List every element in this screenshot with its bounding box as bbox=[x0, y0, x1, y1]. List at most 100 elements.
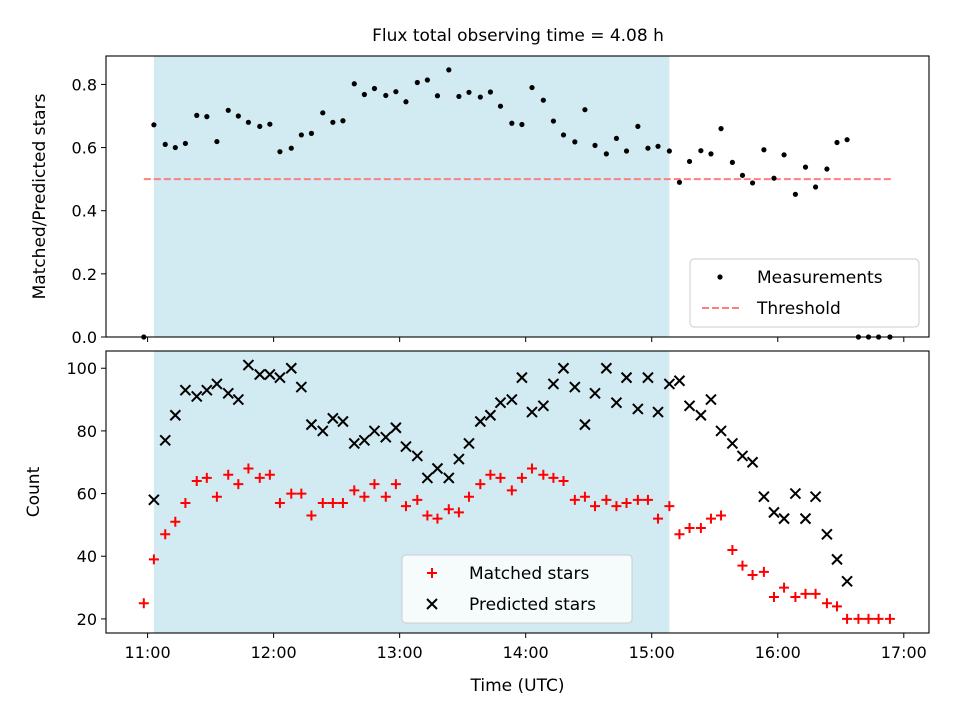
measurements-point bbox=[403, 99, 409, 105]
legend-box bbox=[401, 554, 633, 624]
matched-stars-point bbox=[790, 591, 801, 602]
measurements-point bbox=[330, 119, 336, 125]
predicted-stars-point bbox=[726, 437, 739, 450]
matched-stars-point bbox=[653, 513, 664, 524]
measurements-point bbox=[582, 107, 588, 113]
measurements-point bbox=[446, 67, 452, 73]
predicted-stars-point bbox=[443, 472, 455, 484]
measurements-point bbox=[172, 144, 178, 151]
predicted-stars-point bbox=[758, 490, 770, 503]
matched-stars-point bbox=[664, 501, 675, 512]
predicted-stars-point bbox=[652, 406, 664, 418]
measurements-point bbox=[414, 79, 420, 86]
matched-stars-point bbox=[485, 469, 496, 480]
predicted-stars-point bbox=[285, 362, 297, 374]
matched-stars-point bbox=[632, 494, 643, 505]
matched-stars-point bbox=[286, 488, 297, 499]
predicted-stars-point bbox=[232, 393, 245, 406]
predicted-stars-point bbox=[683, 400, 696, 412]
predicted-stars-point bbox=[620, 371, 633, 384]
predicted-stars-point bbox=[715, 425, 727, 437]
matched-stars-point bbox=[317, 497, 328, 508]
measurements-point bbox=[635, 123, 641, 130]
measurements-point bbox=[245, 119, 252, 125]
matched-stars-point bbox=[674, 529, 685, 540]
predicted-stars-point bbox=[557, 362, 570, 374]
predicted-stars-point bbox=[610, 396, 623, 409]
predicted-stars-point bbox=[768, 506, 780, 519]
axes-frame bbox=[105, 350, 930, 634]
predicted-stars-point bbox=[778, 512, 790, 525]
predicted-stars-point bbox=[169, 409, 182, 421]
predicted-stars-point bbox=[642, 371, 654, 384]
matched-stars-point bbox=[695, 523, 706, 534]
legend-entry: Threshold bbox=[702, 299, 841, 319]
y-tick-label: 80 bbox=[77, 422, 97, 441]
predicted-stars-point bbox=[705, 393, 717, 406]
predicted-stars-point bbox=[821, 528, 833, 541]
matched-stars-point bbox=[873, 613, 884, 624]
measurements-point bbox=[308, 130, 315, 136]
predicted-stars-point bbox=[463, 437, 475, 450]
matched-stars-point bbox=[579, 491, 590, 502]
matched-stars-point bbox=[684, 523, 695, 534]
predicted-stars-point bbox=[695, 409, 707, 421]
matched-stars-point bbox=[148, 554, 159, 565]
y-tick-label: 0.8 bbox=[72, 75, 97, 94]
measurements-point bbox=[824, 166, 830, 172]
observing-span bbox=[153, 56, 670, 337]
predicted-stars-point bbox=[579, 418, 591, 431]
matched-stars-point bbox=[853, 613, 864, 624]
legend: Measurements Threshold bbox=[689, 258, 920, 328]
predicted-stars-point bbox=[337, 415, 349, 428]
measurements-point bbox=[194, 112, 200, 118]
measurements-point bbox=[298, 132, 304, 138]
measurements-point bbox=[204, 114, 210, 120]
predicted-stars-point bbox=[222, 387, 234, 400]
measurements-point bbox=[603, 151, 609, 157]
measurements-point bbox=[708, 151, 714, 157]
y-tick-label: 40 bbox=[77, 547, 97, 566]
matched-stars-point bbox=[359, 491, 370, 502]
measurements-point bbox=[686, 158, 693, 165]
measurements-point bbox=[477, 94, 483, 100]
measurements-point bbox=[529, 84, 535, 91]
matched-stars-point bbox=[453, 507, 464, 518]
matched-stars-point bbox=[337, 497, 348, 508]
x-tick-label: 12:00 bbox=[251, 643, 297, 662]
measurements-point bbox=[519, 121, 525, 128]
predicted-stars-point bbox=[358, 434, 371, 447]
matched-stars-point bbox=[747, 570, 758, 581]
y-axis-label: Matched/Predicted stars bbox=[30, 93, 50, 299]
x-tick-label: 15:00 bbox=[629, 643, 675, 662]
measurements-point bbox=[613, 135, 620, 142]
measurements-point bbox=[729, 159, 735, 166]
matched-stars-point bbox=[349, 485, 360, 496]
predicted-stars-point bbox=[736, 450, 749, 462]
matched-stars-point bbox=[400, 501, 411, 512]
axes-frame bbox=[105, 55, 930, 338]
measurements-point bbox=[749, 180, 756, 186]
predicted-stars-point bbox=[431, 462, 444, 475]
predicted-stars-point bbox=[589, 387, 601, 400]
predicted-stars-point bbox=[789, 487, 802, 500]
legend-marker bbox=[426, 598, 438, 610]
matched-stars-point bbox=[463, 491, 474, 502]
predicted-stars-point bbox=[317, 425, 329, 437]
matched-stars-point bbox=[758, 566, 769, 577]
measurements-point bbox=[666, 148, 672, 154]
measurements-point bbox=[383, 92, 389, 99]
measurements-point bbox=[698, 148, 704, 154]
measurements-point bbox=[162, 141, 168, 148]
legend-entry: Predicted stars bbox=[426, 595, 596, 615]
matched-stars-point bbox=[264, 469, 275, 480]
matched-stars-point bbox=[170, 516, 181, 527]
measurements-point bbox=[802, 164, 809, 170]
predicted-stars-point bbox=[211, 378, 223, 390]
matched-stars-point bbox=[201, 472, 212, 483]
measurements-point bbox=[655, 143, 661, 149]
predicted-stars-point bbox=[494, 396, 507, 409]
predicted-stars-point bbox=[264, 368, 276, 381]
predicted-stars-point bbox=[148, 494, 160, 506]
legend-marker bbox=[427, 568, 437, 578]
